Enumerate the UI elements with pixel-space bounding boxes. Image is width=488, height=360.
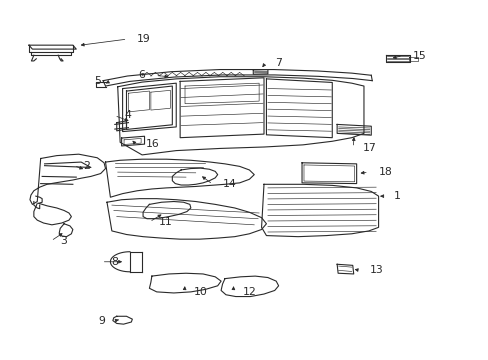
Text: 9: 9 bbox=[99, 316, 105, 325]
Text: 6: 6 bbox=[139, 70, 145, 80]
Text: 8: 8 bbox=[111, 257, 118, 267]
Text: 10: 10 bbox=[194, 287, 208, 297]
Text: 12: 12 bbox=[243, 287, 256, 297]
Text: 17: 17 bbox=[362, 143, 376, 153]
Text: 4: 4 bbox=[124, 111, 131, 121]
Text: 2: 2 bbox=[83, 161, 90, 171]
Text: 7: 7 bbox=[275, 58, 282, 68]
Text: 5: 5 bbox=[94, 76, 101, 86]
Text: 13: 13 bbox=[369, 265, 383, 275]
Text: 11: 11 bbox=[159, 217, 173, 227]
Text: 15: 15 bbox=[412, 50, 426, 60]
Text: 16: 16 bbox=[145, 139, 159, 149]
Text: 3: 3 bbox=[61, 236, 67, 246]
Text: 19: 19 bbox=[137, 34, 151, 44]
Text: 1: 1 bbox=[393, 191, 400, 201]
Text: 14: 14 bbox=[222, 179, 236, 189]
Text: 18: 18 bbox=[378, 167, 391, 177]
